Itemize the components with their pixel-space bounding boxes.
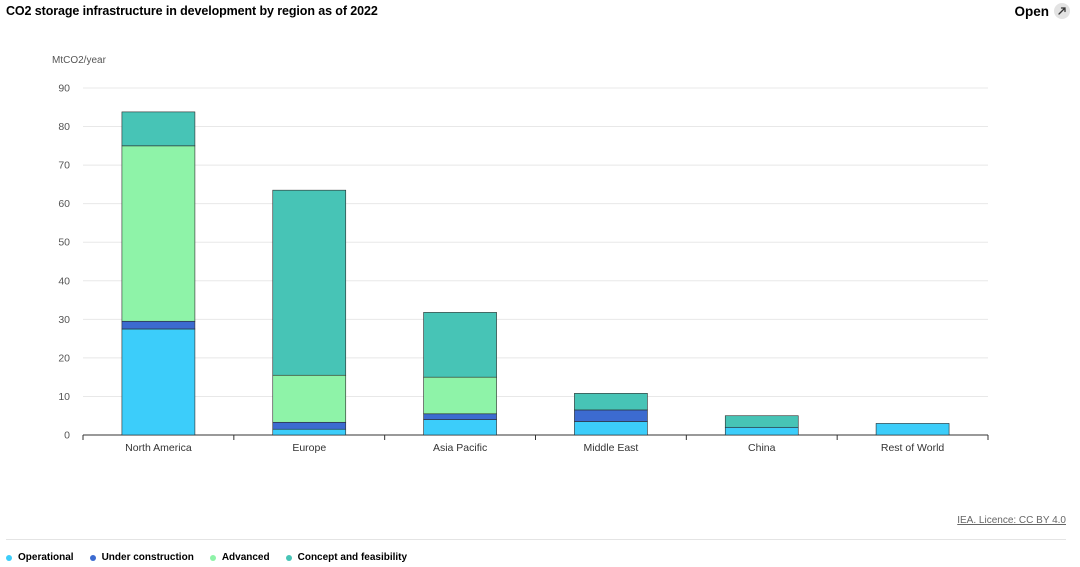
bar-chart: MtCO2/year 0 10 20 30 40 50 60 70 80 90 North Ameri… xyxy=(52,55,989,454)
bar-segment-europe-operational xyxy=(272,428,347,436)
x-tick-label: Middle East xyxy=(583,442,638,454)
x-tick-label: Rest of World xyxy=(881,442,945,454)
y-tick-label: 90 xyxy=(58,83,70,95)
bar-segment-asia-pacific-operational xyxy=(423,419,497,436)
x-tick-label: Asia Pacific xyxy=(433,442,487,454)
bar-segment-china-operational xyxy=(724,426,799,436)
legend-item-advanced[interactable]: Advanced xyxy=(209,552,270,563)
bar-segment-europe-concept-and-feasibility xyxy=(272,189,347,376)
y-tick-label: 80 xyxy=(58,121,70,133)
legend-dot-advanced xyxy=(209,554,216,561)
divider xyxy=(6,539,1066,540)
y-tick-label: 10 xyxy=(58,391,70,403)
bar-segment-north-america-advanced xyxy=(121,145,196,322)
bar-segment-europe-under-construction xyxy=(272,421,347,430)
legend: Operational Under construction Advanced … xyxy=(6,552,407,563)
bar-segment-asia-pacific-concept-and-feasibility xyxy=(423,312,497,378)
legend-item-under-construction[interactable]: Under construction xyxy=(89,552,194,563)
legend-dot-concept-and-feasibility xyxy=(285,554,292,561)
bar-segment-asia-pacific-advanced xyxy=(423,376,497,415)
y-tick-label: 20 xyxy=(58,352,70,364)
y-tick-label: 40 xyxy=(58,275,70,287)
y-axis-label: MtCO2/year xyxy=(52,55,107,66)
open-button[interactable]: Open xyxy=(1014,3,1070,19)
legend-label-advanced: Advanced xyxy=(221,552,270,563)
x-tick-label: Europe xyxy=(292,442,326,454)
y-tick-label: 0 xyxy=(64,430,70,442)
bar-segment-middle-east-operational xyxy=(574,421,648,436)
legend-label-operational: Operational xyxy=(18,552,74,563)
licence-link[interactable]: IEA. Licence: CC BY 4.0 xyxy=(957,515,1066,526)
legend-item-operational[interactable]: Operational xyxy=(6,552,74,563)
x-tick-label: North America xyxy=(125,442,192,454)
legend-label-under-construction: Under construction xyxy=(101,552,194,563)
y-tick-label: 60 xyxy=(58,198,70,210)
bar-segment-china-concept-and-feasibility xyxy=(724,415,799,428)
bar-segment-middle-east-concept-and-feasibility xyxy=(574,393,648,411)
legend-dot-under-construction xyxy=(89,554,96,561)
expand-icon xyxy=(1054,3,1070,19)
y-tick-label: 30 xyxy=(58,314,70,326)
chart-title: CO2 storage infrastructure in developmen… xyxy=(6,4,378,18)
bar-segment-asia-pacific-under-construction xyxy=(423,413,497,420)
bar-segment-europe-advanced xyxy=(272,374,347,423)
legend-dot-operational xyxy=(6,554,12,561)
bar-segment-north-america-operational xyxy=(121,328,196,436)
bar-segment-middle-east-under-construction xyxy=(574,409,648,422)
x-tick-label: China xyxy=(748,442,776,454)
y-tick-label: 50 xyxy=(58,237,70,249)
legend-item-concept-and-feasibility[interactable]: Concept and feasibility xyxy=(285,552,408,563)
bar-segment-rest-of-world-operational xyxy=(875,423,950,436)
bar-segment-north-america-concept-and-feasibility xyxy=(121,111,196,147)
open-label: Open xyxy=(1014,3,1049,19)
bar-segment-north-america-under-construction xyxy=(121,320,196,330)
y-tick-label: 70 xyxy=(58,160,70,172)
legend-label-concept-and-feasibility: Concept and feasibility xyxy=(297,552,408,563)
